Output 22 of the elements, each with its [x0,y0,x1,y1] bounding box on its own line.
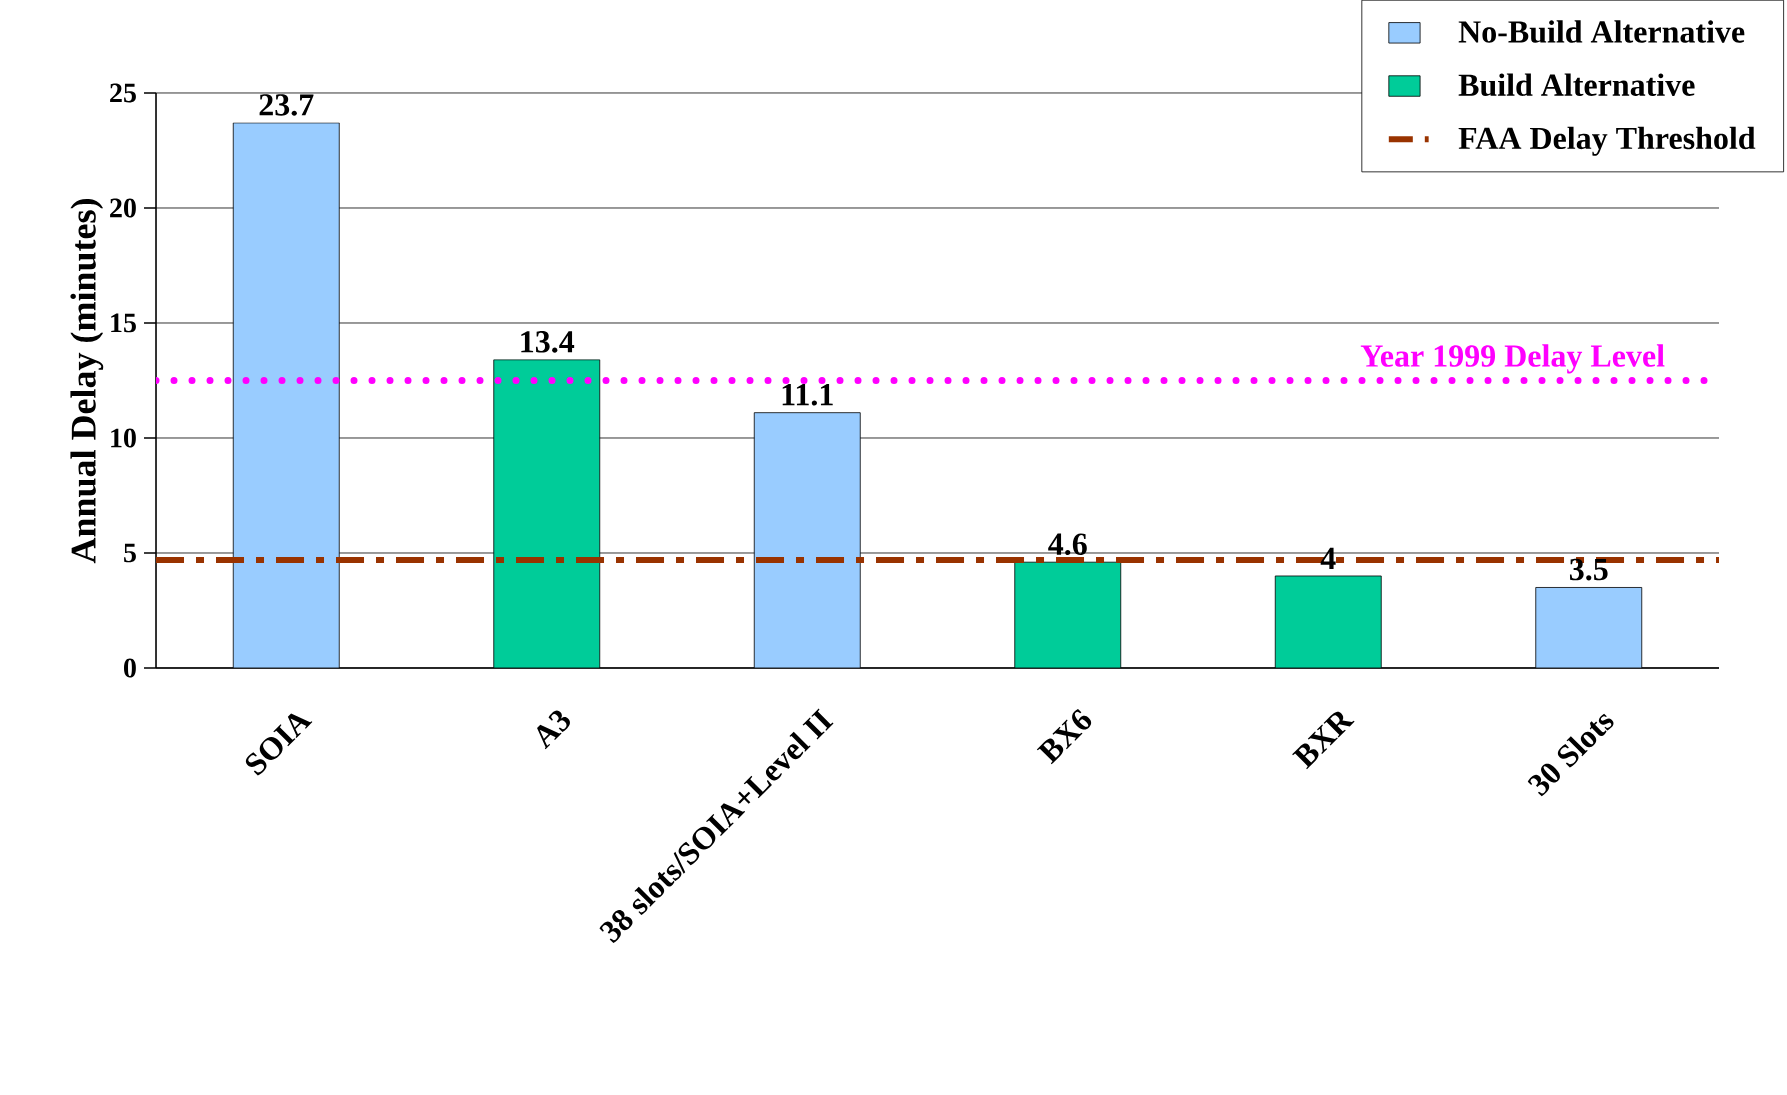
ref-line-label: Year 1999 Delay Level [1360,344,1665,374]
x-tick-label: 30 Slots [1527,713,1614,797]
y-tick-label: 0 [124,658,136,678]
y-tick-label: 5 [124,543,136,563]
legend-label: Build Alternative [1458,73,1695,97]
data-label: 3.5 [1569,558,1608,581]
data-label: 23.7 [259,94,314,116]
y-tick-label: 25 [110,83,136,103]
bar [753,412,861,668]
y-tick-label: 10 [111,428,136,448]
legend-label: No-Build Alternative [1458,20,1745,43]
y-axis-title: Annual Delay (minutes) [70,199,104,564]
legend-label: FAA Delay Threshold [1458,126,1756,156]
y-tick-label: 20 [110,198,136,218]
data-label: 13.4 [521,331,575,353]
x-tick-label: A3 [537,710,570,750]
y-tick-label: 15 [111,313,136,333]
data-label: 11.1 [782,384,833,406]
data-label: 4 [1320,547,1336,569]
bar [232,122,340,668]
data-label: 4.6 [1048,533,1087,556]
bar [1535,587,1643,668]
